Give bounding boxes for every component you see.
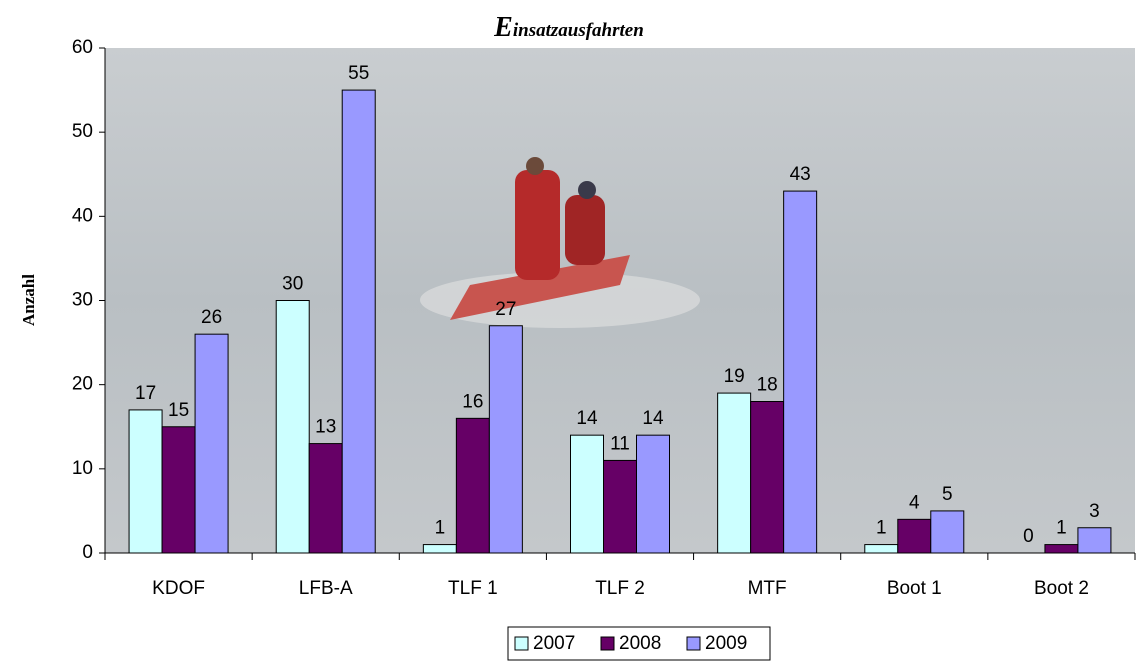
data-label: 4	[909, 492, 920, 513]
data-label: 55	[348, 63, 369, 84]
bar	[750, 401, 785, 554]
x-tick-label: TLF 2	[595, 578, 645, 599]
bar	[864, 544, 899, 554]
data-label: 1	[1056, 518, 1067, 539]
y-tick-label: 60	[72, 37, 93, 58]
bar	[897, 518, 932, 554]
data-label: 1	[876, 518, 887, 539]
data-label: 43	[790, 164, 811, 185]
y-tick-label: 40	[72, 205, 93, 226]
x-tick-label: LFB-A	[299, 578, 353, 599]
y-tick-label: 50	[72, 121, 93, 142]
bar	[1044, 544, 1079, 554]
x-tick-label: Boot 1	[887, 578, 942, 599]
bar	[603, 459, 637, 554]
bar	[570, 434, 604, 554]
data-label: 19	[724, 366, 745, 387]
x-tick-label: TLF 1	[448, 578, 498, 599]
y-tick-label: 10	[72, 458, 93, 479]
chart-title: Einsatzausfahrten	[494, 12, 644, 43]
data-label: 16	[462, 391, 483, 412]
data-label: 14	[576, 408, 598, 429]
bar	[308, 443, 343, 554]
bar	[488, 325, 523, 554]
bar	[194, 333, 229, 554]
data-label: 13	[315, 417, 336, 438]
y-tick-label: 0	[82, 542, 93, 563]
data-label: 1	[435, 518, 446, 539]
data-label: 0	[1023, 526, 1034, 547]
y-tick-label: 30	[72, 290, 93, 311]
bar	[161, 426, 196, 554]
x-tick-label: KDOF	[152, 578, 205, 599]
data-label: 18	[757, 375, 778, 396]
data-label: 30	[282, 274, 303, 295]
bar	[455, 417, 490, 554]
bar	[636, 434, 670, 554]
legend-swatch	[686, 636, 701, 651]
bar	[422, 544, 457, 554]
y-tick-label: 20	[72, 374, 93, 395]
boat-photo	[420, 157, 700, 328]
data-label: 26	[201, 307, 222, 328]
x-tick-label: Boot 2	[1034, 578, 1089, 599]
bar	[275, 300, 310, 554]
bar	[717, 392, 752, 554]
legend-label: 2007	[533, 633, 575, 654]
x-tick-label: MTF	[748, 578, 787, 599]
bar	[930, 510, 965, 554]
data-label: 5	[942, 484, 953, 505]
bar	[341, 89, 376, 554]
bar	[783, 190, 818, 554]
data-label: 11	[610, 433, 630, 454]
y-axis-label: Anzahl	[19, 274, 38, 326]
data-label: 15	[168, 400, 189, 421]
legend-label: 2008	[619, 633, 661, 654]
legend-box	[507, 626, 771, 661]
legend-swatch	[600, 636, 615, 651]
data-label: 27	[495, 299, 516, 320]
data-label: 14	[642, 408, 664, 429]
bar	[128, 409, 163, 554]
legend-swatch	[514, 636, 529, 651]
bar	[1077, 527, 1112, 554]
legend-label: 2009	[705, 633, 747, 654]
data-label: 17	[135, 383, 156, 404]
data-label: 3	[1089, 501, 1100, 522]
